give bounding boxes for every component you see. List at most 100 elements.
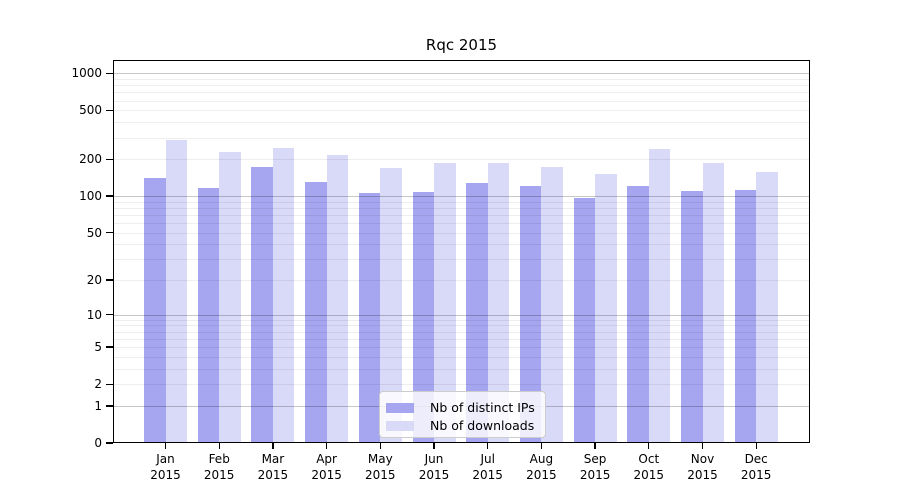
legend-label-downloads: Nb of downloads [430, 418, 535, 433]
y-tick-mark [106, 231, 113, 234]
gridline-minor [113, 368, 810, 370]
x-tick-label: Dec 2015 [740, 452, 772, 482]
x-tick-label: May 2015 [365, 452, 396, 482]
gridline-minor [113, 338, 810, 340]
bar-distinct-ips [466, 182, 488, 443]
gridline-minor [113, 356, 810, 358]
y-tick-label: 2 [94, 377, 102, 392]
bar-distinct-ips [412, 191, 434, 443]
x-tick-label: Aug 2015 [526, 452, 557, 482]
legend-item-downloads: Nb of downloads [386, 416, 534, 435]
x-tick-mark [755, 443, 757, 449]
x-tick-mark [648, 443, 650, 449]
gridline-minor [113, 137, 810, 139]
y-tick-label: 20 [86, 273, 102, 288]
gridline-minor [113, 214, 810, 216]
gridline-major [113, 314, 810, 316]
bar-distinct-ips [573, 198, 596, 443]
gridline-minor [113, 201, 810, 203]
x-tick-mark [540, 443, 543, 449]
x-tick-mark [272, 443, 274, 449]
x-tick-mark [164, 443, 167, 449]
gridline-minor [113, 259, 810, 261]
y-tick-label: 10 [86, 307, 102, 322]
y-tick-label: 1 [94, 398, 102, 413]
legend-label-distinct-ips: Nb of distinct IPs [430, 400, 535, 415]
gridline-minor [113, 110, 810, 112]
gridline-minor [113, 92, 810, 94]
bar-distinct-ips [197, 188, 220, 443]
gridline-minor [113, 159, 810, 161]
x-tick-mark [379, 443, 381, 449]
gridline-minor [113, 232, 810, 234]
bar-downloads [380, 167, 402, 443]
y-tick-mark [106, 109, 113, 112]
x-tick-label: Apr 2015 [311, 452, 342, 482]
y-tick-mark [106, 195, 113, 197]
y-tick-label: 500 [79, 103, 102, 118]
legend-swatch-distinct-ips-icon [386, 402, 414, 413]
gridline-major [113, 73, 810, 75]
y-tick-label: 5 [94, 340, 102, 355]
y-tick-label: 100 [79, 189, 102, 204]
y-tick-label: 0 [94, 436, 102, 450]
legend: Nb of distinct IPs Nb of downloads [379, 391, 546, 438]
x-tick-mark [701, 443, 704, 449]
bar-downloads [434, 163, 456, 443]
x-tick-label: Nov 2015 [687, 452, 718, 482]
y-tick-mark [106, 405, 113, 407]
gridline-minor [113, 325, 810, 327]
legend-swatch-downloads-icon [386, 420, 414, 431]
x-tick-label: Oct 2015 [633, 452, 665, 482]
gridline-minor [113, 223, 810, 225]
gridline-minor [113, 122, 810, 124]
y-tick-mark [106, 72, 113, 75]
x-tick-label: Jul 2015 [472, 452, 503, 482]
bar-downloads [165, 139, 187, 443]
bar-downloads [326, 154, 349, 443]
y-tick-label: 200 [79, 152, 102, 167]
y-tick-mark [106, 346, 113, 348]
x-tick-label: Feb 2015 [203, 452, 235, 482]
gridline-major [113, 196, 810, 198]
chart-title: Rqc 2015 [425, 36, 498, 54]
bar-distinct-ips [144, 178, 166, 443]
y-tick-label: 50 [86, 225, 102, 240]
bar-downloads [756, 172, 778, 443]
gridline-minor [113, 384, 810, 386]
y-tick-mark [106, 158, 113, 160]
bar-downloads [487, 162, 510, 443]
bar-distinct-ips [627, 185, 649, 443]
y-tick-mark [106, 442, 113, 444]
y-tick-label: 1000 [71, 66, 102, 81]
x-tick-mark [487, 443, 489, 449]
bar-downloads [219, 151, 241, 443]
bar-distinct-ips [358, 192, 381, 443]
bar-distinct-ips [734, 190, 757, 443]
x-tick-mark [594, 443, 596, 449]
gridline-minor [113, 207, 810, 209]
x-tick-label: Mar 2015 [257, 452, 289, 482]
bar-downloads [541, 167, 563, 443]
gridline-minor [113, 280, 810, 282]
x-tick-label: Jan 2015 [150, 452, 181, 482]
gridline-minor [113, 100, 810, 102]
x-tick-mark [325, 443, 328, 449]
bar-downloads [702, 163, 724, 443]
bar-distinct-ips [681, 190, 703, 443]
x-tick-label: Sep 2015 [579, 452, 611, 482]
gridline-minor [113, 85, 810, 87]
gridline-minor [113, 331, 810, 333]
bar-downloads [272, 148, 295, 443]
bar-distinct-ips [305, 182, 327, 443]
y-tick-mark [106, 383, 113, 385]
bar-distinct-ips [519, 186, 542, 443]
x-tick-label: Jun 2015 [418, 452, 450, 482]
y-tick-mark [106, 279, 113, 281]
gridline-minor [113, 347, 810, 349]
y-tick-mark [106, 314, 113, 316]
bar-downloads [595, 174, 617, 443]
x-tick-mark [433, 443, 435, 449]
gridline-minor [113, 244, 810, 246]
